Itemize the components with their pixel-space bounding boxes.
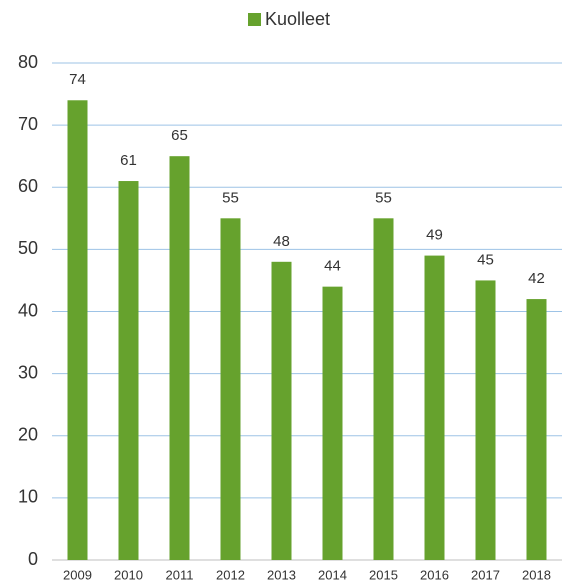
- y-tick-label: 60: [18, 176, 38, 196]
- y-tick-label: 50: [18, 238, 38, 258]
- value-label: 44: [324, 258, 341, 275]
- x-tick-label: 2010: [114, 567, 143, 582]
- y-tick-label: 30: [18, 362, 38, 382]
- value-label: 48: [273, 233, 290, 250]
- bar: [526, 299, 547, 560]
- bar: [373, 218, 394, 560]
- value-label: 65: [171, 127, 188, 144]
- bar: [169, 156, 190, 560]
- value-label: 74: [69, 71, 86, 88]
- bar: [271, 261, 292, 560]
- y-tick-label: 20: [18, 425, 38, 445]
- bar: [322, 286, 343, 560]
- x-tick-label: 2011: [166, 567, 194, 582]
- y-tick-label: 40: [18, 300, 38, 320]
- x-tick-label: 2016: [420, 567, 449, 582]
- legend-swatch: [248, 13, 261, 26]
- bar: [118, 181, 139, 560]
- bar: [220, 218, 241, 560]
- value-label: 49: [426, 227, 443, 244]
- legend-label: Kuolleet: [265, 9, 330, 29]
- value-label: 45: [477, 251, 494, 268]
- x-tick-label: 2012: [216, 567, 245, 582]
- x-tick-label: 2015: [369, 567, 398, 582]
- value-label: 55: [222, 189, 239, 206]
- x-tick-label: 2013: [267, 567, 296, 582]
- bar: [424, 255, 445, 560]
- bar: [67, 100, 88, 561]
- value-label: 61: [120, 152, 137, 169]
- bar: [475, 280, 496, 560]
- x-tick-label: 2014: [318, 567, 347, 582]
- x-tick-label: 2009: [63, 567, 92, 582]
- y-tick-label: 0: [28, 549, 38, 569]
- value-label: 55: [375, 189, 392, 206]
- x-tick-label: 2018: [522, 567, 551, 582]
- y-tick-label: 80: [18, 52, 38, 72]
- value-label: 42: [528, 270, 545, 287]
- y-tick-label: 10: [18, 487, 38, 507]
- y-tick-label: 70: [18, 114, 38, 134]
- x-tick-label: 2017: [471, 567, 500, 582]
